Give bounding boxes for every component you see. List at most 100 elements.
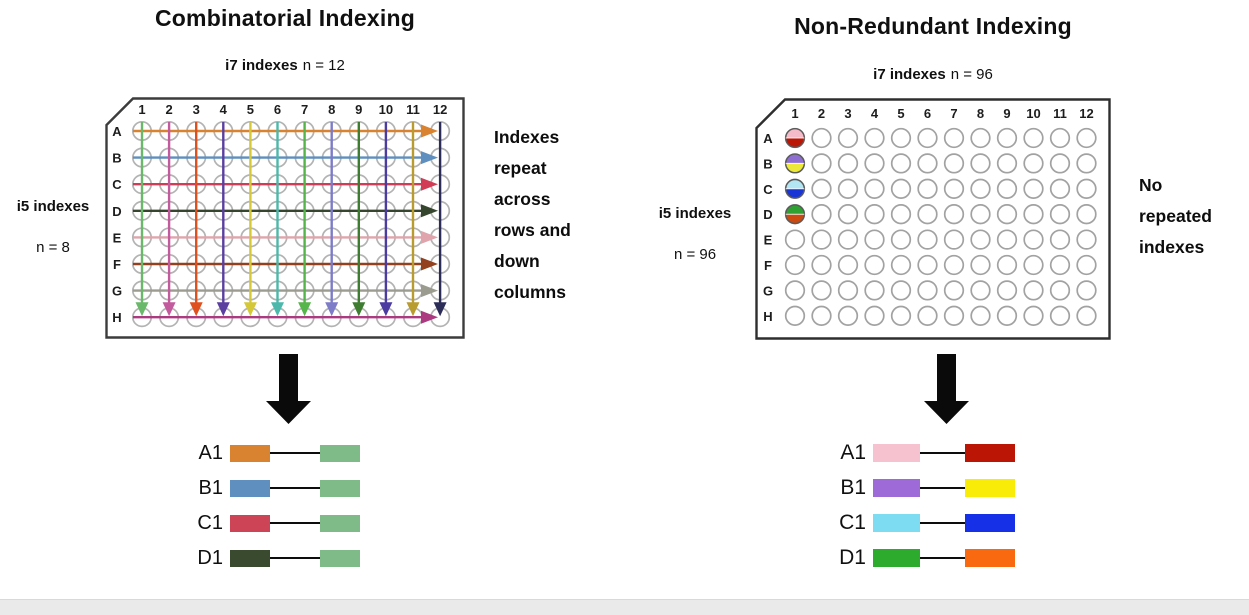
i5-index-bar (873, 514, 920, 532)
well (864, 204, 885, 225)
well (837, 153, 859, 174)
link-line (270, 451, 320, 455)
well (943, 305, 965, 326)
column-label: 6 (924, 106, 931, 121)
well-id-label: B1 (840, 476, 866, 499)
well (837, 305, 859, 326)
i7-index-bar (320, 479, 360, 497)
column-label: 9 (1003, 106, 1010, 121)
well (970, 204, 991, 225)
arrow-head (924, 401, 969, 424)
well (1049, 127, 1071, 149)
well (811, 204, 832, 225)
well (1023, 204, 1044, 225)
index-pair-row-B1: B1 (836, 476, 1015, 499)
well (1076, 153, 1097, 174)
row-label: B (763, 156, 772, 171)
col-arrow-12 (433, 122, 447, 317)
well (943, 127, 965, 149)
well (890, 178, 912, 199)
well (943, 280, 965, 301)
left-note: Indexes repeat across rows and down columns (494, 122, 571, 308)
right-i5-label: i5 indexes (658, 205, 732, 222)
well (784, 254, 806, 276)
well (1076, 305, 1097, 326)
row-label: F (113, 257, 121, 272)
well (1049, 153, 1071, 174)
well (864, 280, 885, 301)
column-label: 5 (897, 106, 904, 121)
well (864, 305, 885, 326)
column-label: 4 (220, 102, 228, 117)
well (1049, 305, 1071, 326)
well (917, 204, 938, 225)
well (1023, 229, 1044, 250)
index-pair-row-A1: A1 (196, 442, 360, 464)
well (811, 127, 832, 149)
well (917, 178, 938, 199)
col-arrow-6 (271, 122, 284, 317)
index-pair-row-C1: C1 (196, 512, 360, 534)
well (917, 127, 938, 149)
filled-well-D1 (785, 204, 806, 225)
well (864, 153, 885, 174)
well (864, 254, 885, 276)
column-label: 8 (328, 102, 335, 117)
column-label: 12 (1079, 106, 1093, 121)
well (970, 153, 991, 174)
row-label: D (112, 204, 121, 219)
well (811, 254, 832, 276)
row-label: C (112, 177, 122, 192)
col-arrow-4 (216, 122, 230, 317)
right-i7-axis-label: i7 indexes n = 96 (755, 66, 1111, 83)
bottom-strip (0, 599, 1249, 615)
well-id-label: D1 (197, 546, 223, 569)
well (837, 229, 859, 250)
link-line (920, 486, 965, 490)
column-label: 7 (950, 106, 957, 121)
column-label: 3 (844, 106, 851, 121)
i7-index-bar (965, 514, 1015, 532)
well (837, 254, 859, 276)
well (917, 153, 938, 174)
well (917, 254, 938, 276)
well (890, 204, 912, 225)
index-pair-row-B1: B1 (196, 476, 360, 499)
note-line: Indexes (494, 127, 560, 147)
well (1049, 229, 1071, 250)
link-line (270, 486, 320, 490)
link-line (270, 521, 320, 525)
well (1023, 153, 1044, 174)
well (1076, 254, 1097, 276)
i7-index-bar (965, 479, 1015, 497)
plate-outline (755, 98, 1111, 340)
well (1049, 280, 1071, 301)
arrow-head (266, 401, 311, 424)
well (970, 305, 991, 326)
well-id-label: B1 (198, 476, 223, 499)
note-line: No (1139, 175, 1163, 195)
well (784, 229, 806, 250)
well (996, 254, 1018, 276)
column-label: 2 (818, 106, 825, 121)
well (1076, 280, 1097, 301)
well (917, 305, 938, 326)
i7-index-bar (965, 444, 1015, 462)
note-line: down (494, 251, 540, 271)
column-label: 5 (247, 102, 254, 117)
well (943, 229, 965, 250)
well (996, 178, 1018, 199)
filled-well-C1 (785, 178, 806, 199)
well (1076, 204, 1097, 225)
well (970, 229, 991, 250)
row-label: C (763, 182, 773, 197)
well (811, 178, 832, 199)
well-id-label: D1 (839, 546, 866, 569)
left-i7-axis-label: i7 indexes n = 12 (105, 57, 465, 74)
link-line (270, 556, 320, 560)
combinatorial-indexing-title: Combinatorial Indexing (155, 5, 415, 31)
right-i5-count: n = 96 (673, 246, 717, 263)
col-arrow-8 (325, 122, 339, 317)
filled-well-A1 (785, 128, 806, 149)
well (970, 254, 991, 276)
